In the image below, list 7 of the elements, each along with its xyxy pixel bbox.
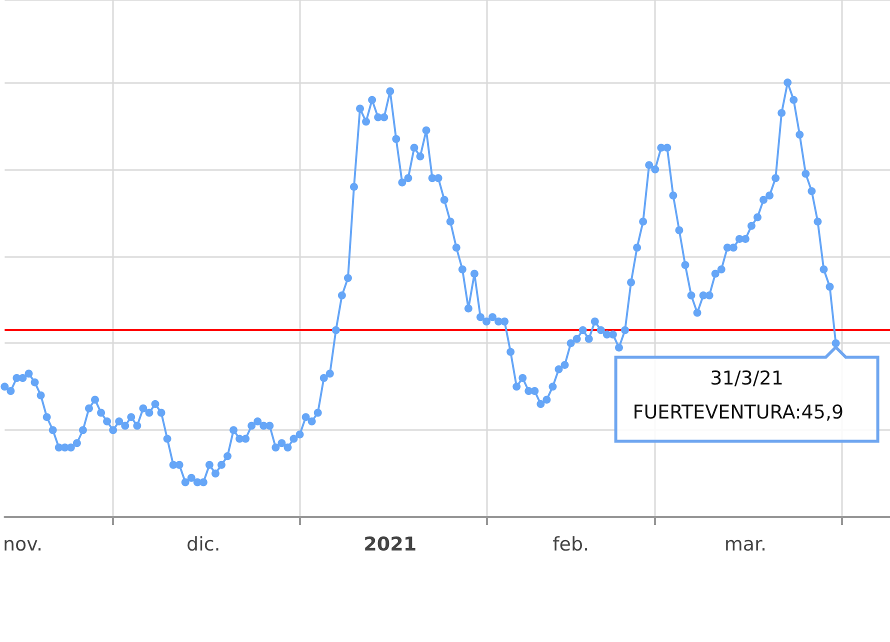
x-tick-label: 2021	[364, 534, 417, 556]
annotation: 31/3/21	[710, 368, 784, 390]
x-tick-label: nov.	[2, 534, 42, 556]
x-tick-label: feb.	[552, 534, 590, 556]
x-tick-label: mar.	[724, 534, 767, 556]
x-tick-label: dic.	[186, 534, 220, 556]
annotation: FUERTEVENTURA:45,9	[632, 402, 844, 424]
